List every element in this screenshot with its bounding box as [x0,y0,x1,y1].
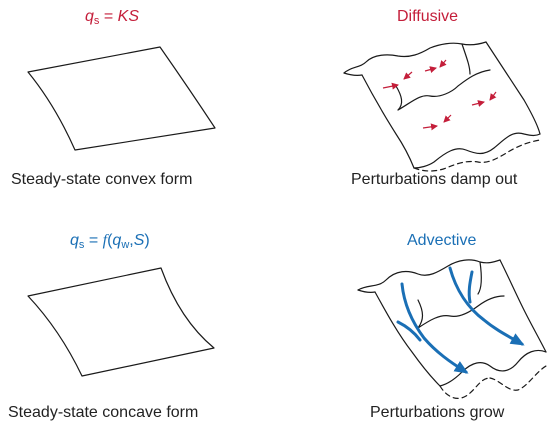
arrow-1 [382,82,399,90]
advective-flow-arrows [396,266,525,374]
comma: , [129,232,134,249]
diffusive-flow-arrows [382,59,497,131]
formula-rhs: KS [117,8,139,25]
diffusive-transport-law: qs = KS [85,8,139,27]
arrow-6 [443,114,452,123]
arrow-4 [439,59,447,68]
arrow-8 [489,91,497,101]
arrow-2 [403,71,413,80]
equals-sign: = [84,232,103,249]
S-symbol: S [133,232,145,249]
arrow-5 [422,123,438,131]
equals-sign: = [99,8,118,25]
arrow-tributary-1 [396,320,422,342]
qw-symbol: q [112,232,122,249]
advective-transport-law: qs = f(qw,S) [70,232,150,251]
q-subscript: s [78,239,85,251]
arrow-3 [424,66,437,73]
arrow-7 [471,100,485,107]
function-f: f [102,232,108,249]
qw-subscript: w [121,239,130,251]
convex-surface [27,46,216,151]
arrow-tributary-2 [467,270,474,304]
advective-title: Advective [407,232,477,249]
close-paren: ) [144,232,150,249]
caption-grow: Perturbations grow [370,404,505,421]
q-symbol: q [85,8,94,25]
diffusive-title: Diffusive [397,8,459,25]
arrow-channel-1 [400,282,469,374]
diffusive-surface [343,41,541,172]
concave-surface [27,267,215,377]
caption-convex: Steady-state convex form [11,171,193,188]
q-subscript: s [93,15,100,27]
caption-concave: Steady-state concave form [8,404,199,421]
arrow-channel-2 [448,266,525,346]
open-paren: ( [107,232,113,249]
q-symbol: q [70,232,79,249]
advective-surface [357,259,547,399]
caption-damp-out: Perturbations damp out [351,171,518,188]
